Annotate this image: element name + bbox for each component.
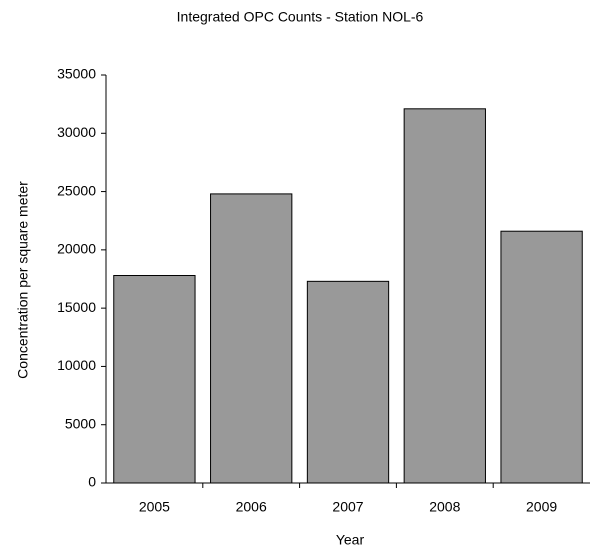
x-tick-label: 2006 xyxy=(236,499,267,515)
y-tick-label: 5000 xyxy=(65,415,96,431)
bar xyxy=(113,275,196,484)
y-tick-label: 30000 xyxy=(57,124,96,140)
bar xyxy=(210,193,293,484)
y-tick-label: 35000 xyxy=(57,66,96,82)
bar xyxy=(306,280,390,484)
x-tick-label: 2009 xyxy=(526,499,557,515)
x-tick-label: 2005 xyxy=(139,499,170,515)
y-tick-label: 25000 xyxy=(57,182,96,198)
y-axis-label: Concentration per square meter xyxy=(15,181,31,379)
y-tick-label: 0 xyxy=(88,474,96,490)
chart-title: Integrated OPC Counts - Station NOL-6 xyxy=(177,9,424,25)
y-tick-label: 20000 xyxy=(57,241,96,257)
x-tick-label: 2007 xyxy=(332,499,363,515)
x-tick-label: 2008 xyxy=(429,499,460,515)
x-axis-label: Year xyxy=(336,532,365,548)
bar xyxy=(403,108,486,484)
y-tick-label: 15000 xyxy=(57,299,96,315)
bar xyxy=(500,230,583,484)
y-tick-label: 10000 xyxy=(57,357,96,373)
